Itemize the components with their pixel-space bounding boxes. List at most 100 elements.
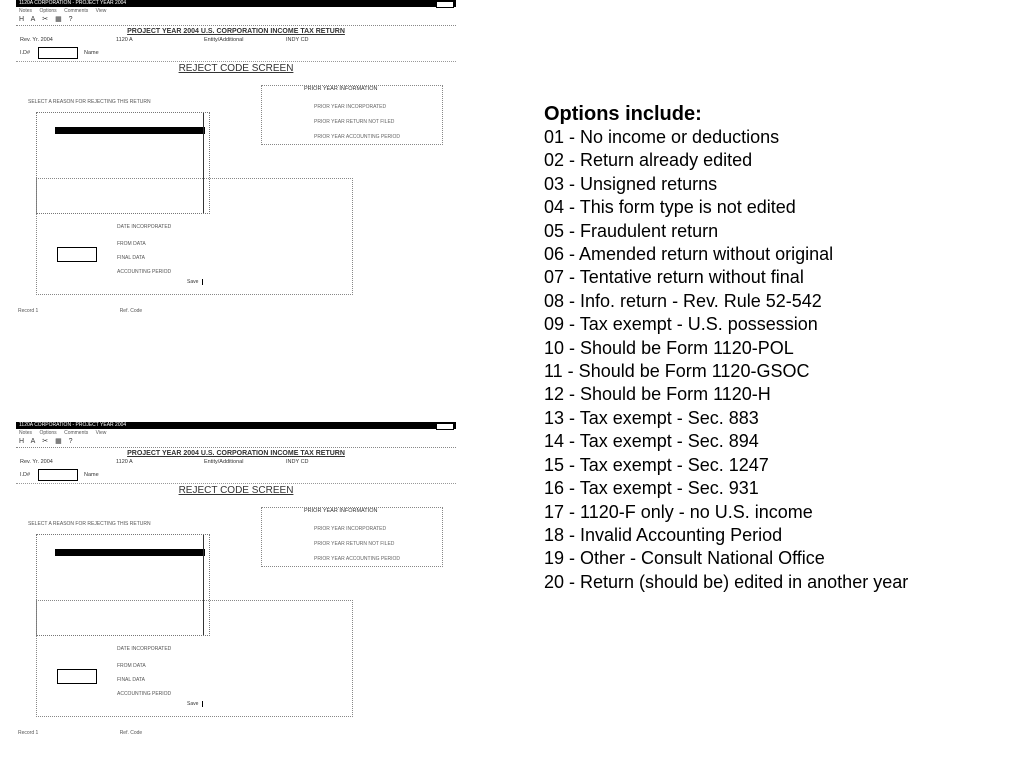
status-bar: Record 1 Ref. Code	[18, 730, 222, 736]
details-panel: DATE INCORPORATED FROM DATA FINAL DATA A…	[36, 178, 353, 295]
detail-label: ACCOUNTING PERIOD	[117, 691, 172, 697]
prior-item: PRIOR YEAR ACCOUNTING PERIOD	[314, 134, 401, 140]
listbox-scrollbar[interactable]	[203, 535, 209, 635]
prior-year-panel: PRIOR YEAR INFORMATION PRIOR YEAR INCORP…	[261, 507, 443, 567]
option-item: 17 - 1120-F only - no U.S. income	[544, 501, 813, 522]
form-type: 1120 A	[116, 459, 133, 465]
option-item: 15 - Tax exempt - Sec. 1247	[544, 454, 769, 475]
form-title: PROJECT YEAR 2004 U.S. CORPORATION INCOM…	[127, 450, 345, 457]
option-item: 06 - Amended return without original	[544, 244, 834, 265]
toolbar: H A ✂ ▦ ?	[16, 15, 456, 26]
status-record: Record 1	[18, 730, 39, 736]
option-item: 03 - Unsigned returns	[544, 173, 718, 194]
menu-options[interactable]: Options	[39, 8, 57, 14]
save-button[interactable]: Save	[187, 701, 204, 707]
form-type: 1120 A	[116, 37, 133, 43]
id-label: I.D#	[20, 50, 31, 56]
name-label: Name	[84, 50, 99, 56]
window-title: 1120A CORPORATION - PROJECT YEAR 2004	[19, 0, 127, 6]
prior-year-header: PRIOR YEAR INFORMATION	[304, 86, 378, 92]
help-icon[interactable]: ?	[68, 16, 73, 23]
screen-title: REJECT CODE SCREEN	[178, 485, 294, 496]
menu-options[interactable]: Options	[39, 430, 57, 436]
detail-input[interactable]	[57, 669, 97, 684]
id-input[interactable]	[38, 47, 78, 59]
id-row: I.D# Name	[16, 469, 456, 484]
detail-input[interactable]	[57, 247, 97, 262]
save-icon[interactable]: H	[19, 438, 25, 445]
cut-icon[interactable]: ✂	[42, 438, 49, 445]
details-panel: DATE INCORPORATED FROM DATA FINAL DATA A…	[36, 600, 353, 717]
prior-item: PRIOR YEAR INCORPORATED	[314, 104, 387, 110]
find-icon[interactable]: A	[30, 438, 36, 445]
option-item: 11 - Should be Form 1120-GSOC	[544, 361, 810, 382]
detail-label: ACCOUNTING PERIOD	[117, 269, 172, 275]
option-item: 09 - Tax exempt - U.S. possession	[544, 314, 818, 335]
select-reason-label: SELECT A REASON FOR REJECTING THIS RETUR…	[28, 521, 151, 527]
prior-item: PRIOR YEAR ACCOUNTING PERIOD	[314, 556, 401, 562]
window-controls[interactable]	[436, 1, 454, 8]
option-item: 05 - Fraudulent return	[544, 220, 719, 241]
options-heading: Options include:	[544, 103, 702, 125]
entity-label: Entity/Additional	[204, 459, 244, 465]
id-input[interactable]	[38, 469, 78, 481]
info-row: Rev. Yr. 2004 1120 A Entity/Additional I…	[16, 459, 456, 469]
screenshot-bottom: 1120A CORPORATION - PROJECT YEAR 2004 No…	[16, 422, 456, 742]
info-row: Rev. Yr. 2004 1120 A Entity/Additional I…	[16, 37, 456, 47]
status-record: Record 1	[18, 308, 39, 314]
rev-year: Rev. Yr. 2004	[20, 37, 53, 43]
id-label: I.D#	[20, 472, 31, 478]
option-item: 12 - Should be Form 1120-H	[544, 384, 771, 405]
cut-icon[interactable]: ✂	[42, 16, 49, 23]
option-item: 18 - Invalid Accounting Period	[544, 524, 783, 545]
menu-view[interactable]: View	[95, 8, 107, 14]
id-row: I.D# Name	[16, 47, 456, 62]
indy-code: INDY CD	[286, 459, 309, 465]
selected-reason[interactable]	[55, 549, 205, 556]
help-icon[interactable]: ?	[68, 438, 73, 445]
reason-listbox[interactable]	[36, 534, 210, 636]
prior-item: PRIOR YEAR INCORPORATED	[314, 526, 387, 532]
option-item: 10 - Should be Form 1120-POL	[544, 337, 794, 358]
menu-notes[interactable]: Notes	[19, 8, 33, 14]
option-item: 08 - Info. return - Rev. Rule 52-542	[544, 290, 822, 311]
prior-item: PRIOR YEAR RETURN NOT FILED	[314, 119, 395, 125]
save-button[interactable]: Save	[187, 279, 204, 285]
option-item: 02 - Return already edited	[544, 150, 753, 171]
indy-code: INDY CD	[286, 37, 309, 43]
detail-label: FROM DATA	[117, 241, 146, 247]
option-item: 20 - Return (should be) edited in anothe…	[544, 571, 909, 592]
option-item: 14 - Tax exempt - Sec. 894	[544, 431, 759, 452]
status-ref: Ref. Code	[119, 308, 143, 314]
window-title: 1120A CORPORATION - PROJECT YEAR 2004	[19, 422, 127, 428]
form-title: PROJECT YEAR 2004 U.S. CORPORATION INCOM…	[127, 28, 345, 35]
reason-listbox[interactable]	[36, 112, 210, 214]
screen-title: REJECT CODE SCREEN	[178, 63, 294, 74]
menu-notes[interactable]: Notes	[19, 430, 33, 436]
window-controls[interactable]	[436, 423, 454, 430]
menu-view[interactable]: View	[95, 430, 107, 436]
selected-reason[interactable]	[55, 127, 205, 134]
listbox-scrollbar[interactable]	[203, 113, 209, 213]
rev-year: Rev. Yr. 2004	[20, 459, 53, 465]
menu-comments[interactable]: Comments	[64, 8, 89, 14]
option-item: 19 - Other - Consult National Office	[544, 548, 825, 569]
window-titlebar: 1120A CORPORATION - PROJECT YEAR 2004	[16, 422, 456, 430]
print-icon[interactable]: ▦	[55, 16, 62, 23]
screenshot-top: 1120A CORPORATION - PROJECT YEAR 2004 No…	[16, 0, 456, 320]
status-bar: Record 1 Ref. Code	[18, 308, 222, 314]
status-ref: Ref. Code	[119, 730, 143, 736]
detail-label: DATE INCORPORATED	[117, 224, 172, 230]
find-icon[interactable]: A	[30, 16, 36, 23]
toolbar: H A ✂ ▦ ?	[16, 437, 456, 448]
window-titlebar: 1120A CORPORATION - PROJECT YEAR 2004	[16, 0, 456, 8]
prior-year-header: PRIOR YEAR INFORMATION	[304, 508, 378, 514]
detail-label: FROM DATA	[117, 663, 146, 669]
print-icon[interactable]: ▦	[55, 438, 62, 445]
detail-label: FINAL DATA	[117, 255, 145, 261]
menu-comments[interactable]: Comments	[64, 430, 89, 436]
options-list: Options include: 01 - No income or deduc…	[544, 102, 908, 594]
menu-bar: Notes Options Comments View	[16, 7, 456, 15]
save-icon[interactable]: H	[19, 16, 25, 23]
option-item: 13 - Tax exempt - Sec. 883	[544, 407, 759, 428]
